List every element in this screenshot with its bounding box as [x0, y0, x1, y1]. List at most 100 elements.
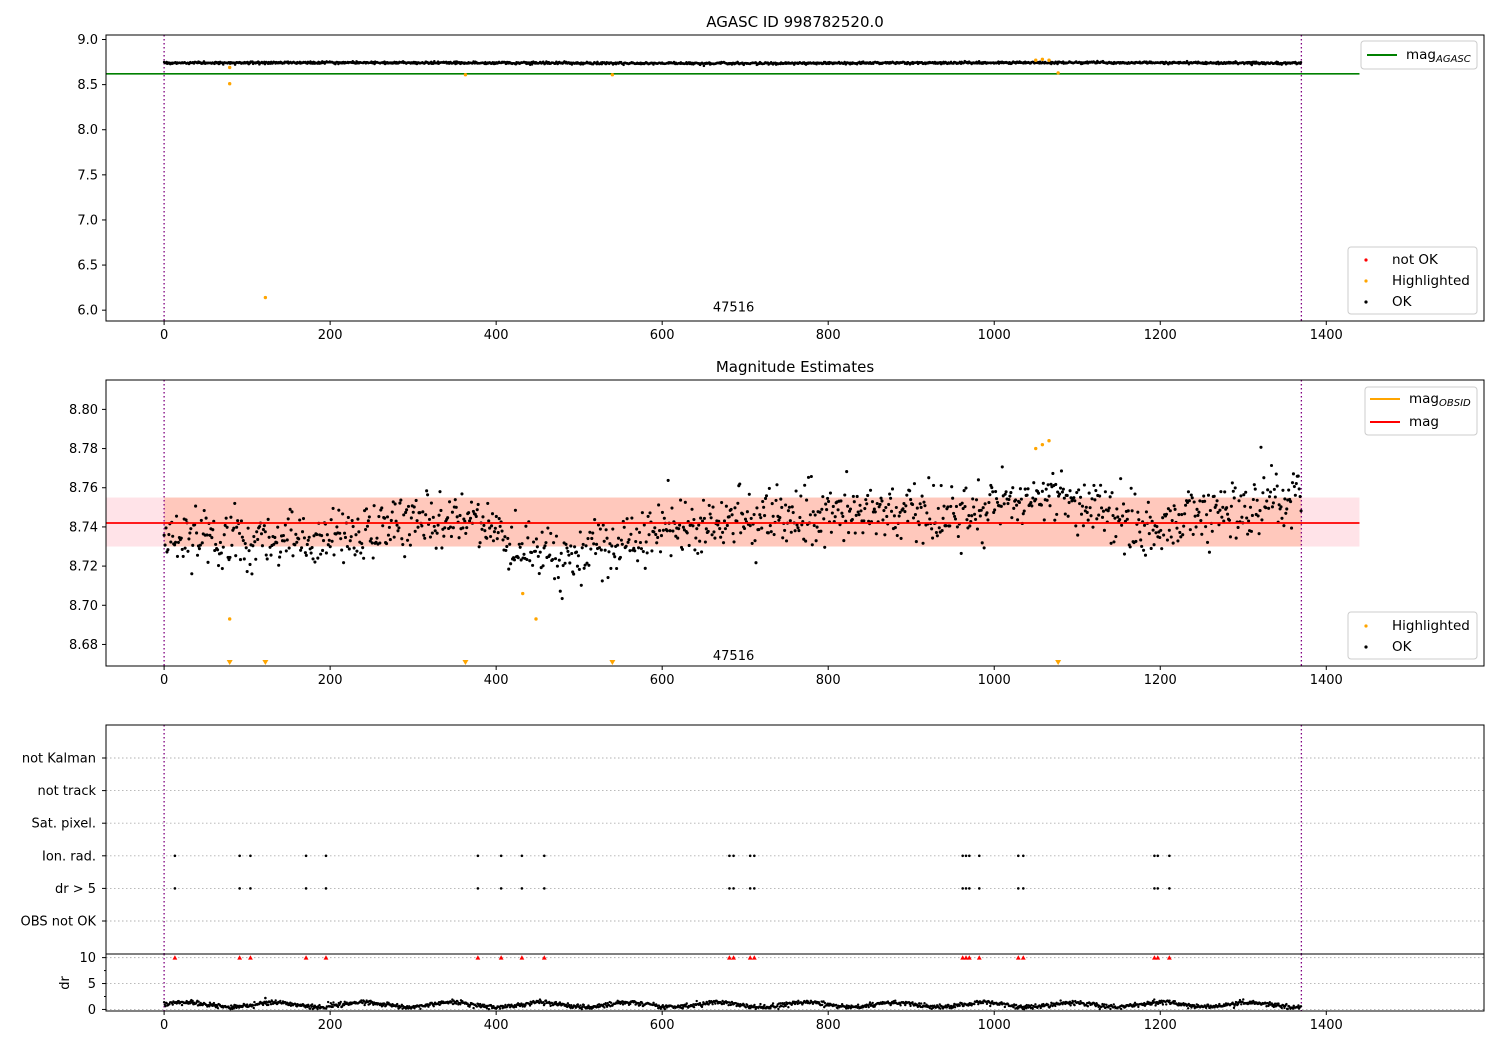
dr-point [629, 1002, 632, 1006]
estimates-ok-point [1045, 498, 1049, 502]
estimates-ok-point [519, 558, 523, 562]
estimates-ok-point [587, 563, 591, 567]
dr-point [698, 1001, 702, 1005]
estimates-ok-point [875, 501, 879, 506]
estimates-ok-point [565, 546, 569, 550]
estimates-ok-point [1208, 508, 1212, 513]
flag-point [732, 887, 735, 890]
estimates-ok-point [931, 536, 935, 540]
estimates-ok-point [768, 524, 772, 528]
estimates-ok-point [772, 532, 776, 537]
estimates-ok-point [1165, 538, 1169, 542]
estimates-ok-point [888, 492, 892, 496]
estimates-highlighted-point [1034, 446, 1038, 451]
estimates-ok-point [1260, 518, 1264, 522]
estimates-ok-point [173, 543, 177, 547]
agasc-y-tick-label: 6.0 [77, 304, 98, 319]
estimates-ok-point [930, 527, 934, 531]
dr-point [253, 1000, 256, 1004]
estimates-ok-point [354, 533, 358, 537]
estimates-ok-point [174, 540, 178, 544]
estimates-ok-point [1290, 481, 1295, 485]
estimates-ok-point [1058, 486, 1063, 490]
estimates-ok-point [1101, 509, 1106, 513]
estimates-ok-point [826, 499, 831, 504]
estimates-ok-point [443, 526, 447, 530]
flag-point [1017, 887, 1020, 890]
estimates-x-tick-label: 0 [160, 673, 168, 688]
estimates-ok-point [721, 541, 726, 545]
flag-point [238, 854, 241, 858]
estimates-ok-point [923, 504, 927, 508]
estimates-ok-point [1296, 474, 1300, 478]
estimates-ok-point [1240, 515, 1244, 519]
dr-point [1165, 1003, 1168, 1006]
estimates-ok-point [195, 531, 199, 535]
estimates-x-tick-label: 600 [650, 673, 675, 688]
estimates-ok-point [1151, 528, 1155, 532]
dr-point [554, 1000, 558, 1004]
estimates-ok-point [1097, 513, 1101, 517]
estimates-ok-point [1040, 489, 1044, 493]
dr-point [779, 1002, 782, 1005]
dr-point [472, 1006, 475, 1010]
estimates-ok-point [761, 499, 765, 504]
estimates-ok-point [750, 541, 754, 545]
estimates-ok-point [1248, 505, 1253, 509]
estimates-ok-point [1197, 510, 1201, 514]
dr-point [1133, 1001, 1137, 1005]
estimates-ok-point [747, 492, 751, 496]
dr-point [1218, 1002, 1221, 1006]
dr-point [769, 1007, 772, 1010]
flag-point [520, 854, 524, 858]
estimates-ok-point [774, 498, 778, 502]
dr-point [991, 1000, 994, 1003]
agasc-x-tick-label: 600 [650, 328, 675, 343]
estimates-ok-point [579, 583, 583, 587]
agasc-point-legend: not OK Highlighted OK [1347, 246, 1478, 315]
dr-point [1173, 1000, 1177, 1003]
estimates-ok-point [1187, 499, 1191, 503]
dr-point [661, 1003, 665, 1007]
estimates-ok-point [405, 508, 409, 512]
estimates-ok-point [506, 536, 510, 540]
estimates-ok-point [644, 540, 648, 544]
estimates-ok-point [803, 483, 807, 487]
estimates-ok-point [695, 527, 699, 531]
estimates-ok-point [481, 515, 485, 519]
estimates-ok-point [603, 548, 607, 552]
dr-point [1160, 999, 1163, 1002]
estimates-ok-point [224, 516, 228, 520]
estimates-ok-point [362, 556, 366, 560]
dr-point [483, 1003, 486, 1006]
estimates-ok-point [953, 514, 957, 518]
estimates-ok-point [450, 510, 454, 514]
estimates-ok-point [800, 523, 804, 527]
estimates-y-tick-label: 8.78 [69, 442, 98, 457]
dr-point [450, 1000, 453, 1004]
estimates-ok-point [759, 516, 763, 520]
estimates-ok-point [1289, 500, 1293, 504]
estimates-ok-point [963, 504, 967, 509]
estimates-ok-point [238, 558, 243, 562]
estimates-ok-point [1047, 494, 1051, 498]
estimates-ok-point [162, 533, 166, 537]
agasc-x-tick-label: 1400 [1310, 328, 1343, 343]
dr-point [1034, 1003, 1037, 1006]
dr-high-marker [303, 955, 309, 960]
estimates-ok-point [1217, 523, 1221, 527]
estimates-ok-point [415, 519, 419, 523]
dr-point [216, 1004, 219, 1008]
estimates-ok-point [1243, 504, 1247, 508]
estimates-ok-point [973, 512, 977, 516]
estimates-ok-point [338, 531, 342, 535]
estimates-ok-point [624, 544, 628, 548]
estimates-ok-point [458, 513, 462, 518]
estimates-ok-point [637, 546, 641, 550]
dr-point [1022, 1007, 1026, 1011]
agasc-x-tick-label: 0 [160, 328, 168, 343]
flag-point [964, 854, 968, 858]
dr-point [1283, 1006, 1286, 1010]
estimates-ok-point [451, 526, 455, 530]
estimates-ok-point [763, 496, 768, 501]
